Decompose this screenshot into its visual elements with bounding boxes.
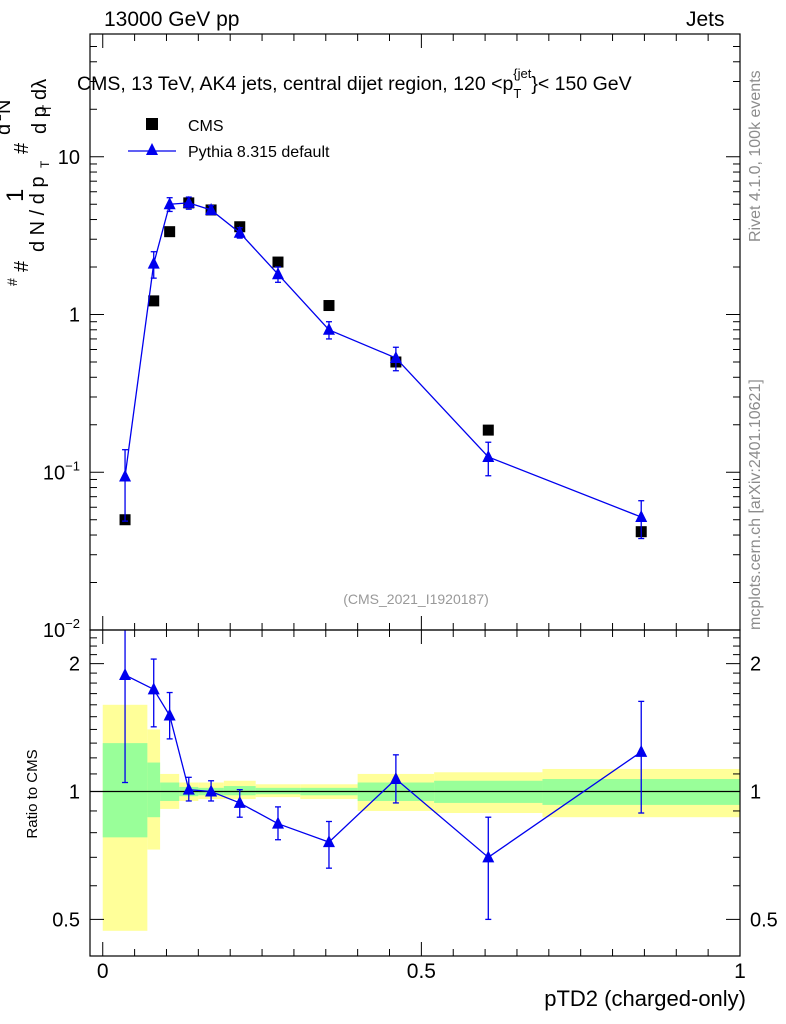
main-panel: 10 1 10−1 10−2 xyxy=(43,33,741,642)
pythia-data-point xyxy=(233,225,246,238)
svg-text:#: # xyxy=(11,142,33,154)
pythia-data-point xyxy=(205,202,218,215)
ratio-data-point xyxy=(233,795,246,808)
ratio-y-tick-label-right: 2 xyxy=(750,654,761,676)
ratio-panel: 0.5 0.5 1 1 2 2 0 0.5 1 xyxy=(52,629,778,983)
ratio-data-point xyxy=(163,708,176,721)
pythia-data-point xyxy=(271,267,284,280)
analysis-label: (CMS_2021_I1920187) xyxy=(343,591,489,607)
ratio-data-point xyxy=(147,682,160,695)
svg-text:1: 1 xyxy=(2,189,29,202)
x-axis-label: pTD2 (charged-only) xyxy=(544,986,746,1011)
svg-text:#: # xyxy=(4,278,20,286)
pythia-data-point xyxy=(182,195,195,208)
ratio-data-point xyxy=(205,784,218,797)
energy-label: 13000 GeV pp xyxy=(104,8,240,31)
category-label: Jets xyxy=(686,8,725,31)
ratio-y-tick-label: 1 xyxy=(69,782,80,804)
ratio-series-line xyxy=(124,674,642,859)
svg-text:T: T xyxy=(38,160,52,168)
cms-data-point xyxy=(164,226,176,238)
svg-text:d N / d p: d N / d p xyxy=(27,176,49,252)
ratio-data-point xyxy=(635,744,648,757)
svg-text:2: 2 xyxy=(0,114,4,121)
x-tick-label: 0.5 xyxy=(407,960,436,983)
ratio-panel-frame xyxy=(89,629,741,957)
ratio-y-axis-label: Ratio to CMS xyxy=(24,749,41,838)
pythia-data-point xyxy=(163,197,176,210)
y-tick-label: 10−1 xyxy=(43,458,80,484)
svg-text:d: d xyxy=(0,124,15,135)
ratio-y-tick-label: 0.5 xyxy=(52,909,80,931)
cms-data-point xyxy=(323,300,335,312)
legend-pythia-label: Pythia 8.315 default xyxy=(188,144,330,161)
legend-cms-label: CMS xyxy=(188,118,224,135)
pythia-series-line xyxy=(124,202,642,518)
svg-text:T: T xyxy=(40,104,54,112)
uncertainty-band-inner xyxy=(147,762,161,818)
ratio-data-point xyxy=(182,782,195,795)
chart-title: CMS, 13 TeV, AK4 jets, central dijet reg… xyxy=(77,66,632,101)
pythia-data-point xyxy=(389,350,402,363)
ratio-y-tick-label-right: 0.5 xyxy=(750,909,778,931)
ratio-data-point xyxy=(389,772,402,785)
cms-data-point xyxy=(148,295,160,307)
cms-data-point xyxy=(272,256,284,268)
svg-text:d p: d p xyxy=(29,106,51,134)
pythia-data-point xyxy=(119,469,132,482)
pythia-data-point xyxy=(482,449,495,462)
mcplots-label: mcplots.cern.ch [arXiv:2401.10621] xyxy=(747,379,764,630)
main-y-axis-label: # 1 d N / d p T # d 2 N d p T dλ # xyxy=(0,79,54,286)
ratio-data-point xyxy=(322,835,335,848)
legend-pythia-marker xyxy=(146,143,158,155)
ratio-data-point xyxy=(482,850,495,863)
legend-cms-marker xyxy=(146,118,158,130)
y-tick-label: 10 xyxy=(58,147,80,169)
x-tick-label: 1 xyxy=(734,960,746,983)
y-tick-label: 10−2 xyxy=(43,616,80,642)
svg-text:N: N xyxy=(0,100,15,114)
svg-text:#: # xyxy=(11,260,33,272)
ratio-y-tick-label: 2 xyxy=(69,654,80,676)
pythia-data-point xyxy=(635,510,648,523)
ratio-data-point xyxy=(119,668,132,681)
y-tick-label: 1 xyxy=(69,305,80,327)
rivet-version-label: Rivet 4.1.0, 100k events xyxy=(747,70,764,242)
cms-data-point xyxy=(482,424,494,436)
svg-text:dλ: dλ xyxy=(29,79,51,100)
ratio-data-point xyxy=(271,816,284,829)
x-tick-label: 0 xyxy=(97,960,109,983)
pythia-data-point xyxy=(322,322,335,335)
ratio-y-tick-label-right: 1 xyxy=(750,782,761,804)
legend: CMS Pythia 8.315 default xyxy=(128,118,330,161)
pythia-data-point xyxy=(147,256,160,269)
